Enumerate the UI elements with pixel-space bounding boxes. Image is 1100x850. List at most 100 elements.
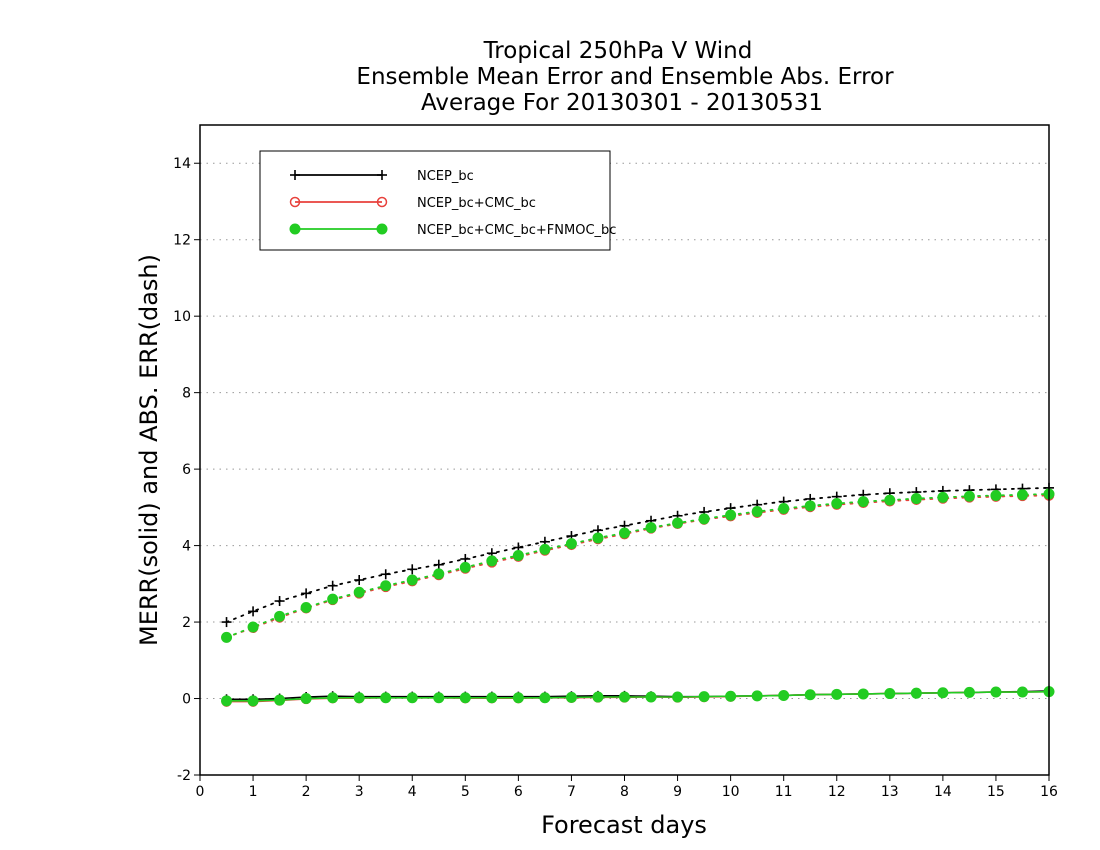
series-0 xyxy=(221,482,1054,705)
series-2-abs-err-point-30 xyxy=(1016,489,1028,501)
series-2-abs-err-point-2 xyxy=(274,610,286,622)
series-2-abs-err-point-13 xyxy=(565,538,577,550)
series-2-abs-err-point-1 xyxy=(247,621,259,633)
series-2-abs-err-point-18 xyxy=(698,513,710,525)
y-tick-label-7: 12 xyxy=(173,233,191,249)
series-2-mean-err-point-13 xyxy=(565,691,577,703)
series-2-mean-err-point-12 xyxy=(539,692,551,704)
x-tick-label-13: 13 xyxy=(881,784,899,800)
legend-marker-end-2 xyxy=(376,223,388,235)
series-1-abs-err-line xyxy=(225,494,1050,639)
chart-title-line-1: Tropical 250hPa V Wind xyxy=(483,38,753,64)
chart-title-line-3: Average For 20130301 - 20130531 xyxy=(421,90,823,116)
series-0-abs-err-point-3 xyxy=(301,588,312,599)
y-tick-label-5: 8 xyxy=(182,386,191,402)
x-tick-label-16: 16 xyxy=(1040,784,1058,800)
series-2-abs-err-point-12 xyxy=(539,543,551,555)
series-2-mean-err-point-8 xyxy=(433,692,445,704)
series-0-abs-err-point-6 xyxy=(380,569,391,580)
series-2-abs-err-point-10 xyxy=(486,555,498,567)
legend-label-1: NCEP_bc+CMC_bc xyxy=(417,196,536,211)
x-tick-label-6: 6 xyxy=(514,784,523,800)
series-2-abs-err-point-3 xyxy=(300,602,312,614)
data-series xyxy=(221,482,1055,707)
series-2-abs-err-point-25 xyxy=(884,494,896,506)
legend-label-0: NCEP_bc xyxy=(417,169,474,184)
series-2-mean-err-point-20 xyxy=(751,690,763,702)
chart-title: Tropical 250hPa V Wind Ensemble Mean Err… xyxy=(356,38,894,116)
series-2-abs-err-point-5 xyxy=(353,586,365,598)
series-2-mean-err-point-16 xyxy=(645,691,657,703)
y-tick-label-3: 4 xyxy=(182,539,191,555)
series-2-mean-err-point-1 xyxy=(247,695,259,707)
y-axis-label: MERR(solid) and ABS. ERR(dash) xyxy=(135,254,163,646)
y-tick-label-4: 6 xyxy=(182,462,191,478)
series-2-abs-err-point-23 xyxy=(831,498,843,510)
legend-box xyxy=(259,150,611,251)
series-2-mean-err-point-4 xyxy=(327,692,339,704)
series-0-abs-err-point-0 xyxy=(221,617,232,628)
series-2-mean-err-point-5 xyxy=(353,692,365,704)
series-2-abs-err-point-11 xyxy=(512,550,524,562)
series-0-abs-err-line xyxy=(225,486,1050,623)
legend-marker-end-0 xyxy=(377,170,387,180)
x-tick-label-0: 0 xyxy=(196,784,205,800)
series-2-abs-err-point-19 xyxy=(725,509,737,521)
x-tick-label-1: 1 xyxy=(249,784,258,800)
series-0-abs-err-point-1 xyxy=(248,606,259,617)
legend-label-2: NCEP_bc+CMC_bc+FNMOC_bc xyxy=(417,223,616,238)
series-2-abs-err-point-21 xyxy=(778,503,790,514)
series-2-abs-err-point-20 xyxy=(751,506,763,518)
series-2-abs-err-line xyxy=(225,493,1050,639)
x-tick-label-4: 4 xyxy=(408,784,417,800)
series-2-mean-err-point-7 xyxy=(406,692,418,704)
series-2-mean-err-point-22 xyxy=(804,689,816,701)
y-tick-label-2: 2 xyxy=(182,615,191,631)
series-2-abs-err-point-17 xyxy=(672,517,684,529)
x-tick-label-2: 2 xyxy=(302,784,311,800)
series-2-abs-err-point-22 xyxy=(804,500,816,512)
series-2-mean-err-point-3 xyxy=(300,693,312,705)
series-2-mean-err-point-11 xyxy=(512,692,524,704)
series-2-mean-err-point-14 xyxy=(592,691,604,703)
series-2 xyxy=(221,488,1055,707)
series-2-mean-err-point-27 xyxy=(937,687,949,699)
series-2-abs-err-point-29 xyxy=(990,490,1002,501)
series-2-mean-err-point-2 xyxy=(274,694,286,706)
series-0-abs-err-point-4 xyxy=(327,580,338,591)
series-2-mean-err-point-24 xyxy=(857,688,869,700)
y-tick-label-0: -2 xyxy=(177,768,191,784)
series-2-abs-err-point-24 xyxy=(857,496,869,508)
x-axis-ticks: 0 1 2 3 4 5 6 7 8 9 10 11 12 13 14 15 16 xyxy=(196,775,1058,800)
x-tick-label-12: 12 xyxy=(828,784,846,800)
y-tick-label-1: 0 xyxy=(182,692,191,708)
series-2-mean-err-point-0 xyxy=(221,695,233,707)
series-2-abs-err-point-0 xyxy=(221,631,233,643)
series-2-abs-err-point-7 xyxy=(406,574,418,586)
grid-lines xyxy=(200,162,1049,776)
series-0-abs-err-point-2 xyxy=(274,596,285,607)
series-2-abs-err-point-15 xyxy=(619,527,630,539)
series-2-abs-err-point-28 xyxy=(963,490,975,502)
legend-marker-start-0 xyxy=(290,170,300,180)
x-tick-label-10: 10 xyxy=(722,784,740,800)
series-2-mean-err-point-6 xyxy=(380,692,392,704)
series-2-mean-err-point-23 xyxy=(831,688,843,700)
series-2-abs-err-point-6 xyxy=(380,580,392,592)
x-tick-label-3: 3 xyxy=(355,784,364,800)
series-0-abs-err-point-8 xyxy=(433,559,444,570)
x-tick-label-7: 7 xyxy=(567,784,576,800)
series-2-mean-err-point-29 xyxy=(990,686,1002,698)
legend-marker-start-2 xyxy=(289,223,301,235)
series-2-abs-err-point-9 xyxy=(459,561,471,573)
chart-title-line-2: Ensemble Mean Error and Ensemble Abs. Er… xyxy=(356,64,894,90)
legend: NCEP_bc NCEP_bc+CMC_bc NCEP_bc+CMC_bc+FNMO… xyxy=(259,150,616,251)
x-tick-label-11: 11 xyxy=(775,784,793,800)
series-2-mean-err-point-25 xyxy=(884,688,896,700)
x-tick-label-14: 14 xyxy=(934,784,952,800)
series-2-mean-err-point-17 xyxy=(672,691,684,703)
series-2-mean-err-point-9 xyxy=(459,692,471,704)
series-2-abs-err-point-16 xyxy=(645,522,657,534)
series-2-mean-err-point-10 xyxy=(486,692,498,704)
